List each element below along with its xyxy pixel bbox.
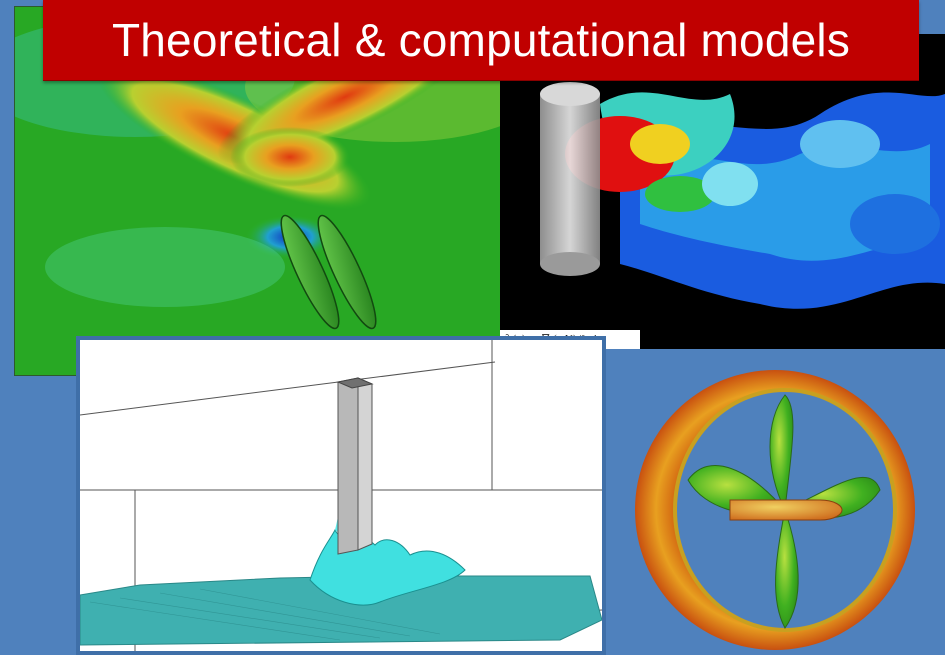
page-title: Theoretical & computational models (111, 14, 851, 66)
cylinder-wake-vortex-image (500, 34, 945, 349)
title-banner: Theoretical & computational models (43, 0, 919, 81)
dam-break-simulation-image (76, 336, 606, 655)
ducted-propeller-image (610, 360, 945, 655)
